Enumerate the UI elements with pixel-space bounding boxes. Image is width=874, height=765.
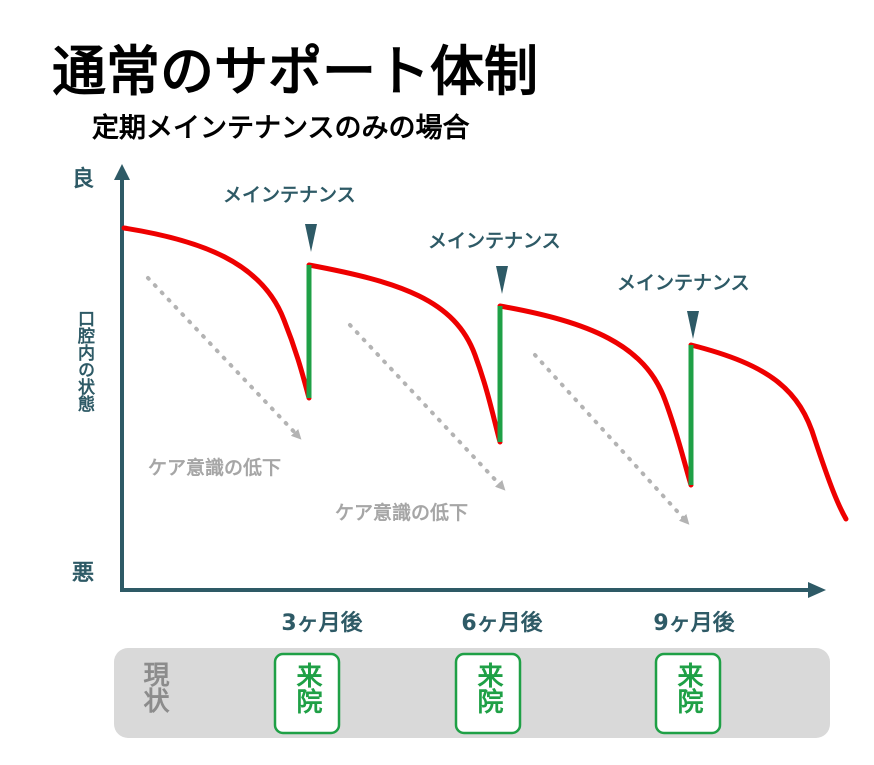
visit-badge-3: [654, 652, 722, 735]
y-axis-top-label: 良: [72, 166, 94, 192]
visit-label-2: 来院: [473, 662, 503, 714]
x-axis-arrowhead: [808, 582, 826, 598]
visit-badge-2: [454, 652, 522, 735]
y-axis-bottom-label: 悪: [72, 561, 94, 586]
visit-badge-1: [273, 652, 341, 735]
y-axis-label: 口腔内の状態: [74, 310, 96, 412]
y-axis-arrowhead: [114, 164, 130, 180]
condition-curve-segment-3: [497, 303, 694, 488]
condition-curve-segment-2: [306, 262, 503, 445]
maintenance-marker-2: [496, 266, 508, 294]
maintenance-marker-3: [687, 311, 699, 339]
page-subtitle: 定期メインテナンスのみの場合: [92, 112, 469, 144]
visit-label-3: 来院: [673, 662, 703, 714]
condition-curve-segment-1: [121, 225, 312, 401]
month-label-6: 6ヶ月後: [461, 610, 543, 636]
maintenance-label-1: メインテナンス: [223, 184, 356, 206]
care-decline-arrow-3: [533, 353, 690, 525]
month-label-3: 3ヶ月後: [281, 610, 363, 636]
care-decline-label-1: ケア意識の低下: [148, 456, 281, 479]
status-label: 現状: [139, 661, 169, 713]
care-decline-label-2: ケア意識の低下: [335, 501, 468, 524]
maintenance-label-3: メインテナンス: [617, 272, 750, 294]
visit-label-1: 来院: [292, 662, 322, 714]
care-decline-arrow-2: [348, 323, 506, 491]
page-title: 通常のサポート体制: [52, 40, 538, 103]
maintenance-label-2: メインテナンス: [428, 230, 561, 252]
month-label-9: 9ヶ月後: [653, 610, 735, 636]
maintenance-marker-1: [305, 224, 317, 252]
care-decline-arrow-1: [146, 276, 302, 440]
condition-curve-segment-4: [688, 342, 849, 522]
